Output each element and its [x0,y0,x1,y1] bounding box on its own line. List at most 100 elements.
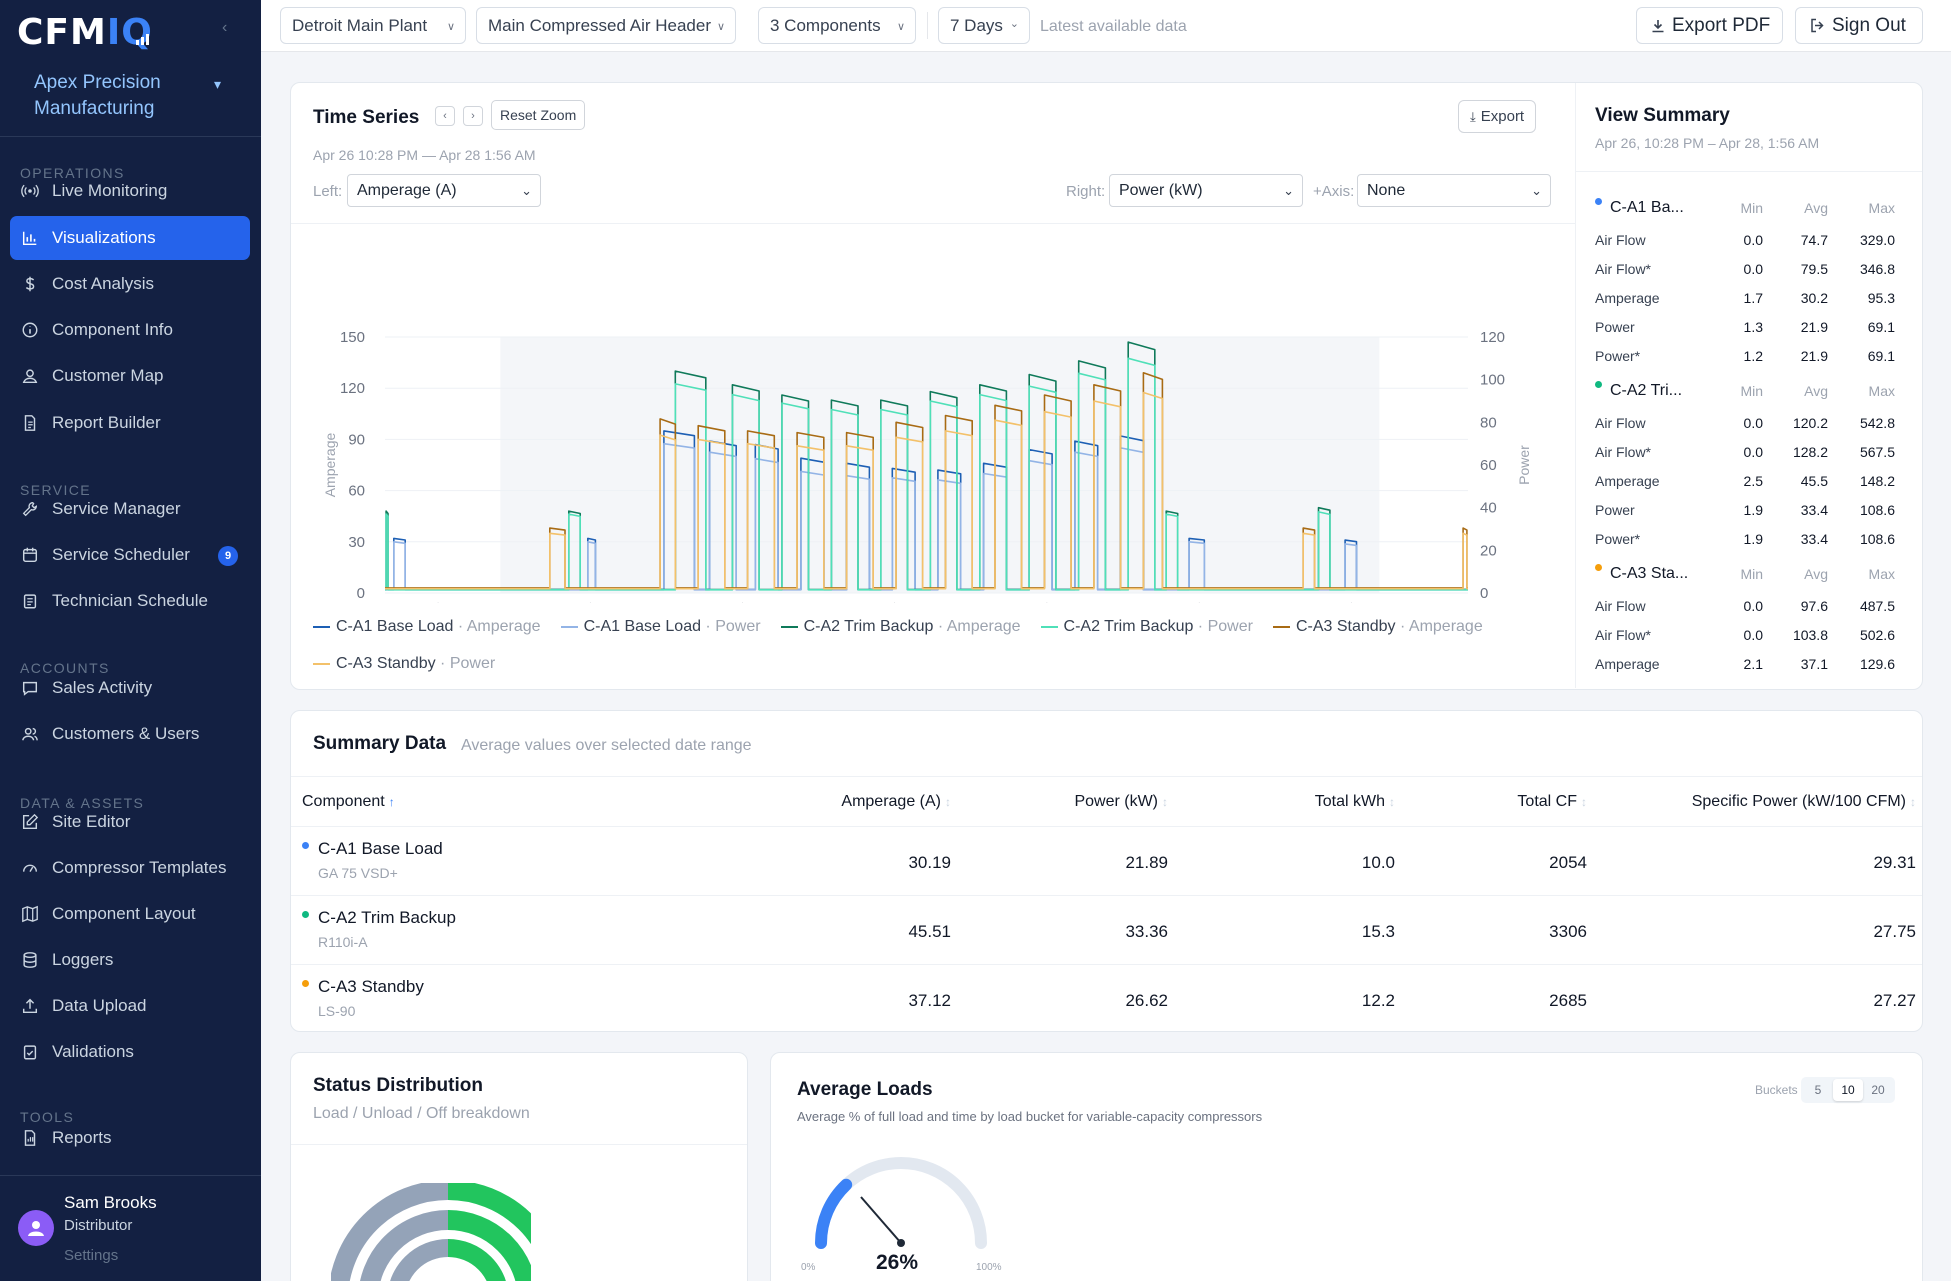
sidebar-item-component-layout[interactable]: Component Layout [10,892,250,936]
collapse-sidebar-icon[interactable]: ‹ [222,19,228,36]
range-select[interactable]: 7 Days ⌄ [938,7,1030,44]
section-label: SERVICE [20,482,92,498]
sidebar-item-sales-activity[interactable]: Sales Activity [10,666,250,710]
metric-value: 79.5 [1800,261,1828,277]
series-line[interactable] [385,391,1468,590]
metric-value: 542.8 [1859,415,1895,431]
extra-axis-select[interactable]: None ⌄ [1357,174,1551,207]
calendar-icon [20,545,40,565]
sidebar-item-label: Loggers [52,950,114,969]
sort-icon: ↕ [945,795,951,809]
legend-item[interactable]: C-A1 Base Load · Amperage [313,608,541,645]
y2-tick-label: 80 [1480,414,1497,431]
header-select[interactable]: Main Compressed Air Header ∨ [476,7,736,44]
sidebar-item-label: Compressor Templates [52,858,227,877]
column-header-specific-power[interactable]: Specific Power (kW/100 CFM) ↕ [1571,793,1916,811]
cell-value: 27.27 [1873,991,1916,1010]
legend-item[interactable]: C-A2 Trim Backup · Power [1040,608,1253,645]
metric-value: 346.8 [1859,261,1895,277]
component-name: C-A2 Trim Backup [318,908,456,927]
notification-badge: 9 [218,546,238,566]
bucket-20-button[interactable]: 20 [1871,1083,1885,1097]
component-name: C-A1 Base Load [318,839,443,858]
sidebar-item-customers-users[interactable]: Customers & Users [10,712,250,756]
org-chevron-down-icon[interactable]: ▾ [214,76,222,92]
sidebar-item-compressor-templates[interactable]: Compressor Templates [10,846,250,890]
sidebar-item-cost-analysis[interactable]: Cost Analysis [10,262,250,306]
legend-metric-name: Amperage [466,618,541,635]
sidebar-item-component-info[interactable]: Component Info [10,308,250,352]
settings-link[interactable]: Settings [64,1247,119,1264]
sign-out-button[interactable]: Sign Out [1795,7,1923,44]
column-header-cf[interactable]: Total CF ↕ [1387,793,1587,811]
left-axis-select[interactable]: Amperage (A) ⌄ [347,174,541,207]
reset-zoom-button[interactable]: Reset Zoom [491,100,586,130]
cell-value: 3306 [1549,922,1587,941]
metric-label: Air Flow* [1595,261,1652,277]
legend-metric-name: Power [715,618,761,635]
legend-item[interactable]: C-A2 Trim Backup · Amperage [780,608,1021,645]
plant-select[interactable]: Detroit Main Plant ∨ [280,7,466,44]
series-line[interactable] [385,442,1468,591]
table-row[interactable]: C-A1 Base Load GA 75 VSD+ 30.19 21.89 10.0 20… [291,827,1922,896]
org-name[interactable]: Apex Precision Manufacturing [34,72,161,119]
export-pdf-button[interactable]: Export PDF [1636,7,1783,44]
chart-export-button[interactable]: ⤓ Export [1458,100,1537,133]
sidebar-item-live-monitoring[interactable]: Live Monitoring [10,169,250,213]
sidebar-item-technician-schedule[interactable]: Technician Schedule [10,579,250,623]
sidebar-item-service-manager[interactable]: Service Manager [10,487,250,531]
x-tick-label: 12:00:00 PM [834,600,906,603]
metric-value: 0.0 [1743,415,1763,431]
sidebar-item-site-editor[interactable]: Site Editor [10,800,250,844]
sidebar-item-service-scheduler[interactable]: Service Scheduler 9 [10,533,250,577]
legend-item[interactable]: C-A3 Standby · Power [313,645,495,682]
table-row[interactable]: C-A3 Standby LS-90 37.12 26.62 12.2 2685 27.27 [291,965,1922,1031]
summary-row: Air Flow 0.0 74.7 329.0 [1595,227,1905,256]
logo-text: CFM [17,12,107,53]
summary-row: Air Flow 0.0 97.6 487.5 [1595,593,1905,622]
time-series-chart[interactable]: 150 120 90 60 30 0 120 100 80 60 40 20 0 Amperage Powe… [291,223,1575,603]
cell-value: 37.12 [908,991,951,1010]
bucket-10-button[interactable]: 10 [1833,1079,1863,1101]
column-header-amperage[interactable]: Amperage (A) ↕ [751,793,951,811]
metric-value: 0.0 [1743,232,1763,248]
sort-icon: ↕ [1910,795,1916,809]
metric-value: 148.2 [1859,473,1895,489]
metric-value: 2.1 [1743,656,1763,672]
components-select[interactable]: 3 Components ∨ [758,7,916,44]
metric-value: 69.1 [1867,348,1895,364]
column-header-label: Total CF [1517,793,1577,810]
sidebar-item-reports[interactable]: Reports [10,1116,250,1160]
sidebar-item-label: Sales Activity [52,678,153,697]
metric-value: 103.8 [1792,627,1828,643]
sidebar-item-data-upload[interactable]: Data Upload [10,984,250,1028]
prev-range-button[interactable]: ‹ [435,106,455,126]
sidebar-item-report-builder[interactable]: Report Builder [10,401,250,445]
app-logo[interactable]: CFMIQ [17,13,153,53]
legend-item[interactable]: C-A3 Standby · Amperage [1272,608,1483,645]
avatar[interactable] [18,1210,54,1246]
sidebar-item-customer-map[interactable]: Customer Map [10,354,250,398]
metric-value: 45.5 [1800,473,1828,489]
right-axis-select[interactable]: Power (kW) ⌄ [1109,174,1303,207]
sidebar-item-label: Customer Map [52,366,164,385]
ring-inner-unload [390,1239,449,1281]
column-header-power[interactable]: Power (kW) ↕ [968,793,1168,811]
column-header-component[interactable]: Component ↑ [302,793,395,811]
topbar-separator [927,12,928,39]
sidebar-item-label: Validations [52,1042,134,1061]
next-range-button[interactable]: › [463,106,483,126]
bucket-5-button[interactable]: 5 [1814,1083,1822,1097]
layout-map-icon [20,904,40,924]
sidebar-item-validations[interactable]: Validations [10,1030,250,1074]
sidebar: CFMIQ ‹ Apex Precision Manufacturing ▾ O… [0,0,261,1281]
series-line[interactable] [385,430,1468,591]
summary-row: Air Flow 0.0 120.2 542.8 [1595,410,1905,439]
time-series-title: Time Series [313,107,420,128]
legend-item[interactable]: C-A1 Base Load · Power [560,608,761,645]
sidebar-item-loggers[interactable]: Loggers [10,938,250,982]
table-row[interactable]: C-A2 Trim Backup R110i-A 45.51 33.36 15.3 330… [291,896,1922,965]
column-header-kwh[interactable]: Total kWh ↕ [1195,793,1395,811]
sidebar-item-visualizations[interactable]: Visualizations [10,216,250,260]
y-tick-label: 60 [348,483,365,500]
